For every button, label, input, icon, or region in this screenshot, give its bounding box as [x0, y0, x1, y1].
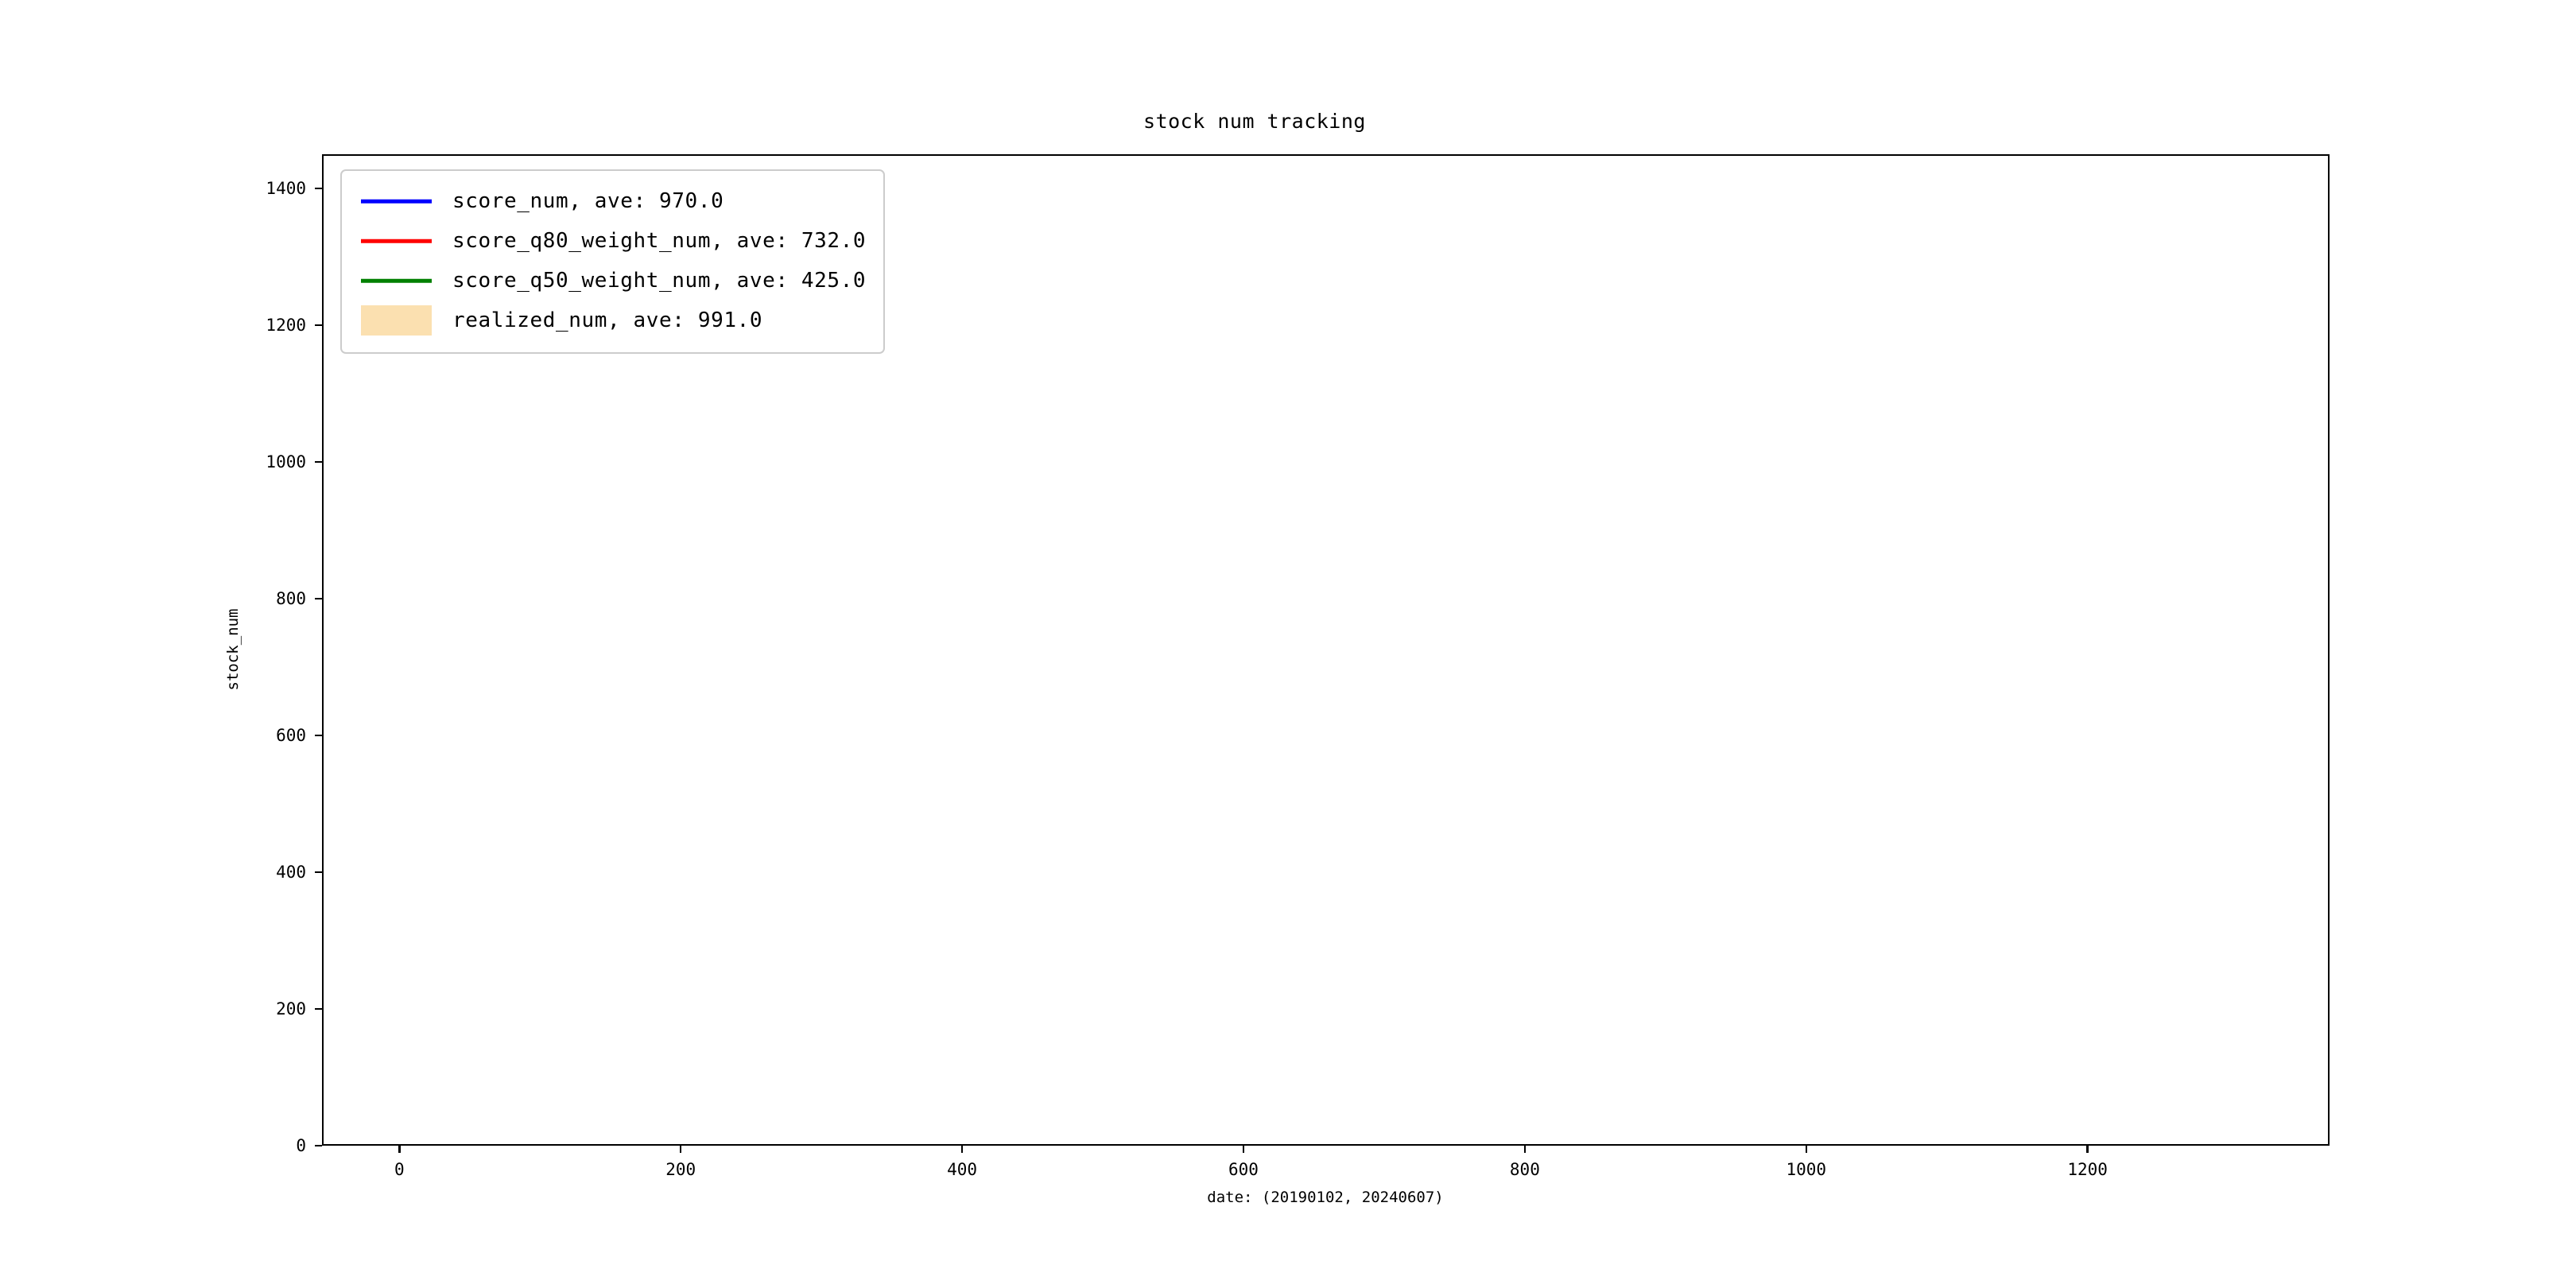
y-tick-label-1000: 1000 — [266, 452, 306, 471]
x-tick-mark-800 — [1523, 1146, 1527, 1153]
y-tick-mark-1400 — [315, 187, 322, 190]
legend-swatch-line-blue — [358, 181, 435, 221]
x-tick-label-1000: 1000 — [1786, 1160, 1827, 1179]
y-tick-mark-0 — [315, 1144, 322, 1147]
x-tick-label-200: 200 — [665, 1160, 696, 1179]
y-tick-mark-200 — [315, 1007, 322, 1011]
x-tick-mark-400 — [960, 1146, 964, 1153]
legend-label-score-q80-weight-num: score_q80_weight_num, ave: 732.0 — [452, 229, 867, 253]
x-tick-label-1200: 1200 — [2067, 1160, 2108, 1179]
legend-item-score-q80-weight-num[interactable]: score_q80_weight_num, ave: 732.0 — [358, 221, 866, 261]
x-tick-mark-600 — [1242, 1146, 1245, 1153]
x-tick-mark-0 — [398, 1146, 401, 1153]
y-tick-label-400: 400 — [276, 863, 306, 882]
legend-swatch-line-red — [358, 221, 435, 261]
x-tick-label-600: 600 — [1228, 1160, 1259, 1179]
x-tick-mark-1200 — [2086, 1146, 2089, 1153]
chart-title: stock num tracking — [0, 110, 2576, 133]
x-tick-label-800: 800 — [1509, 1160, 1540, 1179]
legend-label-realized-num: realized_num, ave: 991.0 — [452, 308, 763, 332]
y-tick-label-200: 200 — [276, 999, 306, 1018]
x-tick-label-400: 400 — [947, 1160, 978, 1179]
y-tick-label-600: 600 — [276, 726, 306, 745]
legend-item-score-q50-weight-num[interactable]: score_q50_weight_num, ave: 425.0 — [358, 261, 866, 301]
chart-title-text: stock num tracking — [1143, 110, 1366, 133]
y-tick-label-800: 800 — [276, 589, 306, 608]
y-tick-label-1400: 1400 — [266, 179, 306, 198]
legend-label-score-num: score_num, ave: 970.0 — [452, 189, 724, 213]
legend-swatch-patch-orange — [358, 301, 435, 340]
x-tick-mark-200 — [679, 1146, 682, 1153]
y-tick-mark-1200 — [315, 324, 322, 327]
y-tick-mark-400 — [315, 871, 322, 874]
legend-label-score-q50-weight-num: score_q50_weight_num, ave: 425.0 — [452, 269, 867, 293]
y-tick-mark-1000 — [315, 460, 322, 464]
x-axis-label: date: (20190102, 20240607) — [1207, 1189, 1444, 1206]
x-tick-label-0: 0 — [394, 1160, 405, 1179]
legend-item-score-num[interactable]: score_num, ave: 970.0 — [358, 181, 866, 221]
legend-item-realized-num[interactable]: realized_num, ave: 991.0 — [358, 301, 866, 340]
y-tick-label-0: 0 — [296, 1136, 306, 1155]
chart-legend[interactable]: score_num, ave: 970.0 score_q80_weight_n… — [340, 169, 886, 354]
y-tick-mark-600 — [315, 734, 322, 737]
x-tick-mark-1000 — [1805, 1146, 1808, 1153]
legend-swatch-line-green — [358, 261, 435, 301]
y-tick-label-1200: 1200 — [266, 316, 306, 335]
y-tick-mark-800 — [315, 597, 322, 600]
y-axis-label: stock_num — [224, 608, 242, 691]
